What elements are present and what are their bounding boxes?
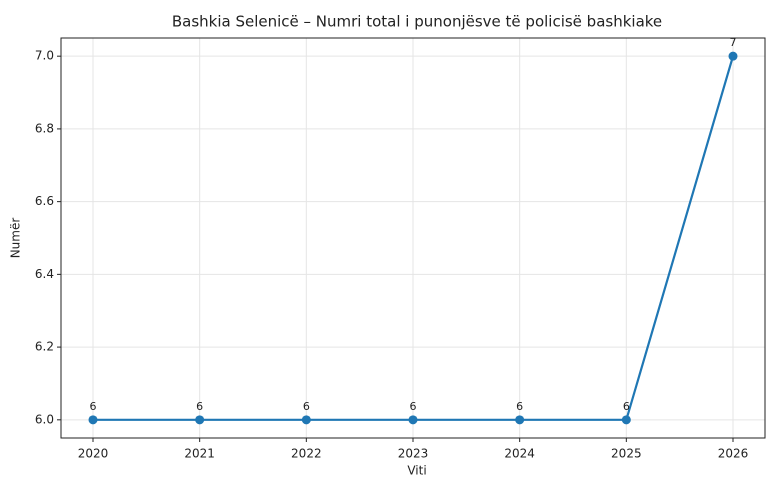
chart-title: Bashkia Selenicë – Numri total i punonjë…: [172, 13, 662, 31]
data-label: 7: [730, 36, 737, 49]
data-label: 6: [623, 400, 630, 413]
marker: [728, 51, 738, 61]
x-tick-label: 2022: [291, 447, 322, 461]
data-label: 6: [90, 400, 97, 413]
marker: [408, 415, 418, 425]
y-tick-label: 7.0: [35, 49, 54, 63]
x-tick-label: 2020: [78, 447, 109, 461]
y-axis-label: Numër: [9, 218, 23, 259]
y-tick-label: 6.0: [35, 412, 54, 426]
marker: [301, 415, 311, 425]
y-tick-label: 6.6: [35, 194, 54, 208]
marker: [621, 415, 631, 425]
marker: [195, 415, 205, 425]
x-tick-label: 2024: [504, 447, 535, 461]
y-tick-label: 6.8: [35, 121, 54, 135]
marker: [515, 415, 525, 425]
x-tick-label: 2025: [611, 447, 642, 461]
data-label: 6: [410, 400, 417, 413]
data-label: 6: [196, 400, 203, 413]
y-tick-label: 6.4: [35, 267, 54, 281]
x-tick-label: 2021: [184, 447, 215, 461]
x-tick-label: 2026: [718, 447, 749, 461]
y-tick-label: 6.2: [35, 340, 54, 354]
plot-frame: [60, 37, 766, 439]
x-tick-label: 2023: [398, 447, 429, 461]
data-label: 6: [516, 400, 523, 413]
x-axis-label: Viti: [407, 464, 426, 478]
marker: [88, 415, 98, 425]
data-label: 6: [303, 400, 310, 413]
